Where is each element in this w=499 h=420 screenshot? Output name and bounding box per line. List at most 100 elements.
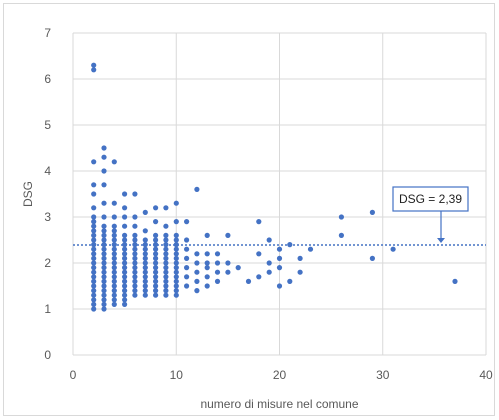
data-point (101, 297, 107, 303)
data-point (173, 274, 179, 280)
data-point (153, 255, 159, 261)
data-point (91, 205, 97, 211)
data-point (142, 228, 148, 234)
axes: 0 1 2 3 4 5 6 7 0 10 20 30 40 (44, 26, 493, 382)
data-point (101, 232, 107, 238)
data-point (184, 274, 190, 280)
data-point (101, 237, 107, 243)
data-point (122, 278, 128, 284)
data-point (101, 228, 107, 234)
data-point (276, 265, 283, 271)
data-point (163, 274, 169, 280)
data-point (153, 274, 159, 280)
data-point (153, 219, 159, 225)
x-tick-label: 0 (70, 368, 77, 382)
data-point (153, 232, 159, 238)
data-point (132, 255, 138, 261)
data-point (122, 246, 128, 252)
data-point (235, 265, 241, 271)
data-point (101, 246, 107, 252)
y-tick-label: 0 (44, 348, 51, 362)
data-point (153, 242, 159, 248)
data-point (111, 288, 117, 294)
x-axis-title: numero di misure nel comune (200, 397, 358, 411)
data-point (91, 297, 97, 303)
data-point (194, 260, 200, 266)
chart-area: 0 1 2 3 4 5 6 7 0 10 20 30 40 numero di misure nel c… (3, 3, 495, 416)
data-point (256, 251, 262, 257)
data-point (111, 242, 117, 248)
y-tick-label: 7 (44, 26, 51, 40)
callout-label: DSG = 2,39 (399, 192, 462, 206)
data-point (173, 200, 179, 206)
x-tick-label: 40 (479, 368, 493, 382)
data-point (163, 223, 169, 229)
data-point (163, 205, 169, 211)
data-point (204, 283, 210, 289)
data-point (91, 292, 97, 298)
gridlines (72, 32, 487, 356)
data-point (338, 214, 344, 220)
data-point (256, 219, 262, 225)
data-point (122, 191, 128, 197)
data-point (91, 214, 97, 220)
data-point (266, 260, 272, 266)
data-point (91, 269, 97, 275)
data-point (142, 246, 148, 252)
data-point (111, 251, 117, 257)
data-point (91, 182, 97, 188)
data-point (91, 260, 97, 266)
data-point (163, 237, 169, 243)
data-point (173, 237, 179, 243)
y-tick-label: 1 (44, 302, 51, 316)
data-point (225, 260, 231, 266)
data-point (163, 255, 169, 261)
data-point (276, 246, 283, 252)
data-point (122, 292, 128, 298)
data-point (101, 288, 107, 294)
data-point (122, 288, 128, 294)
x-tick-label: 20 (273, 368, 287, 382)
data-point (101, 168, 107, 174)
data-point (173, 242, 179, 248)
data-point (184, 265, 190, 271)
data-point (194, 288, 200, 294)
data-point (153, 283, 159, 289)
data-point (91, 246, 97, 252)
data-point (163, 278, 169, 284)
data-point (122, 251, 128, 257)
data-point (225, 232, 231, 238)
data-point (369, 209, 375, 215)
data-point (225, 269, 231, 275)
data-point (142, 242, 148, 248)
data-point (153, 260, 159, 266)
data-point (163, 242, 169, 248)
data-point (132, 237, 138, 243)
data-point (132, 288, 138, 294)
data-point (132, 232, 138, 238)
data-point (91, 62, 97, 68)
data-point (163, 283, 169, 289)
data-point (153, 251, 159, 257)
data-point (122, 274, 128, 280)
data-point (101, 251, 107, 257)
data-point (111, 232, 117, 238)
data-point (122, 223, 128, 229)
data-point (153, 278, 159, 284)
data-point (142, 260, 148, 266)
data-point (101, 269, 107, 275)
data-point (91, 278, 97, 284)
data-point (184, 237, 190, 243)
data-point (132, 265, 138, 271)
y-tick-label: 6 (44, 72, 51, 86)
data-point (111, 228, 117, 234)
data-point (163, 232, 169, 238)
data-point (194, 186, 200, 192)
data-point (111, 200, 117, 206)
data-point (101, 214, 107, 220)
data-point (101, 274, 107, 280)
data-point (390, 246, 396, 252)
data-point (184, 219, 190, 225)
data-point (122, 237, 128, 243)
data-point (111, 214, 117, 220)
